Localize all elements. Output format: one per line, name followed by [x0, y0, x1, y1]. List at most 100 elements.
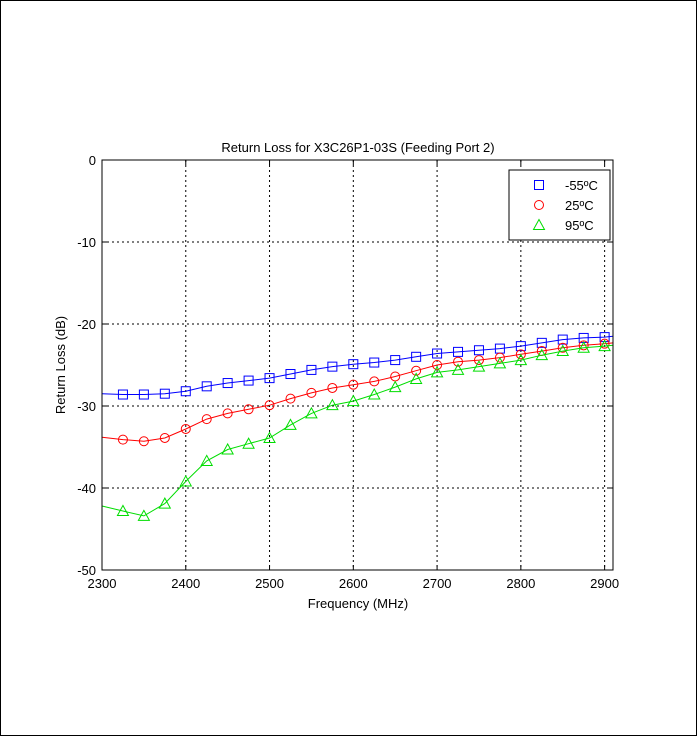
y-tick-label: -30 [77, 399, 96, 414]
legend-label: 25ºC [565, 198, 594, 213]
series-layer [101, 332, 614, 521]
x-tick-label: 2400 [171, 576, 200, 591]
series-point [369, 376, 380, 387]
x-tick-label: 2300 [88, 576, 117, 591]
series-2 [101, 338, 614, 447]
x-tick-label: 2500 [255, 576, 284, 591]
legend-label: 95ºC [565, 218, 594, 233]
series-point [453, 356, 464, 367]
series-point [242, 437, 255, 449]
series-point [556, 344, 570, 357]
legend: -55ºC 25ºC 95ºC [508, 169, 611, 241]
legend-label: -55ºC [565, 178, 598, 193]
series-point [179, 474, 193, 487]
series-point [432, 360, 443, 370]
series-point [411, 351, 422, 362]
series-point [159, 432, 170, 443]
series-point [180, 386, 191, 397]
series-point [117, 434, 128, 445]
series-line [101, 335, 614, 395]
series-point [264, 373, 275, 384]
y-tick-label: -50 [77, 563, 96, 578]
series-point [117, 389, 128, 400]
series-point [201, 381, 212, 392]
series-point [137, 509, 151, 521]
series-point [472, 360, 486, 372]
series-point [221, 442, 235, 455]
legend-box [508, 169, 611, 241]
series-point [201, 414, 212, 425]
series-point [346, 394, 360, 407]
series-point [222, 378, 233, 389]
series-point [577, 341, 591, 353]
series-point [515, 349, 526, 360]
y-axis-label: Return Loss (dB) [53, 316, 68, 414]
chart-title: Return Loss for X3C26P1-03S (Feeding Por… [221, 140, 494, 155]
legend-marker [534, 180, 544, 190]
series-point [306, 364, 317, 375]
series-point [536, 337, 547, 348]
series-point [285, 393, 296, 404]
series-point [535, 348, 549, 361]
plot-border [101, 159, 614, 571]
series-point [473, 355, 484, 366]
series-point [473, 345, 484, 356]
series-point [138, 389, 149, 400]
series-point [264, 400, 275, 411]
series-point [411, 365, 422, 376]
series-point [326, 398, 339, 411]
series-line [101, 342, 614, 442]
series-point [578, 340, 589, 351]
series-point [138, 436, 149, 447]
series-3 [101, 339, 614, 521]
series-1 [101, 332, 614, 400]
series-point [409, 372, 423, 384]
series-point [285, 369, 296, 380]
series-point [243, 404, 254, 415]
series-point [327, 361, 338, 372]
series-point [390, 355, 401, 366]
series-point [348, 379, 359, 390]
series-point [493, 356, 507, 369]
x-tick-label: 2700 [423, 576, 452, 591]
series-point [514, 353, 528, 366]
y-tick-label: 0 [89, 153, 96, 168]
series-point [158, 497, 172, 509]
series-point [222, 408, 233, 419]
series-point [263, 431, 276, 443]
series-point [367, 387, 381, 400]
series-point [599, 338, 610, 349]
series-point [306, 387, 317, 398]
series-point [200, 454, 214, 466]
x-tick-label: 2600 [339, 576, 368, 591]
series-point [598, 339, 611, 352]
series-point [451, 363, 465, 375]
legend-marker [532, 218, 546, 230]
y-tick-label: -10 [77, 235, 96, 250]
series-point [494, 352, 505, 363]
x-axis-label: Frequency (MHz) [308, 596, 408, 611]
y-tick-label: -40 [77, 481, 96, 496]
series-point [432, 348, 443, 359]
series-point [557, 334, 568, 345]
series-point [327, 382, 338, 393]
legend-marker [534, 200, 544, 210]
x-tick-label: 2800 [506, 576, 535, 591]
tick-layer: 2300 2400 2500 2600 2700 2800 2900 0 -10 -20 -30 -4… [77, 153, 619, 591]
series-point [243, 375, 254, 386]
series-point [180, 423, 191, 434]
series-point [348, 359, 359, 370]
series-point [430, 365, 444, 378]
series-point [369, 357, 380, 368]
y-tick-label: -20 [77, 317, 96, 332]
series-point [284, 418, 297, 430]
series-point [116, 504, 130, 516]
series-point [305, 406, 318, 419]
series-point [515, 341, 526, 352]
series-point [453, 346, 464, 357]
x-tick-label: 2900 [590, 576, 619, 591]
series-point [557, 342, 568, 353]
series-point [159, 388, 170, 399]
